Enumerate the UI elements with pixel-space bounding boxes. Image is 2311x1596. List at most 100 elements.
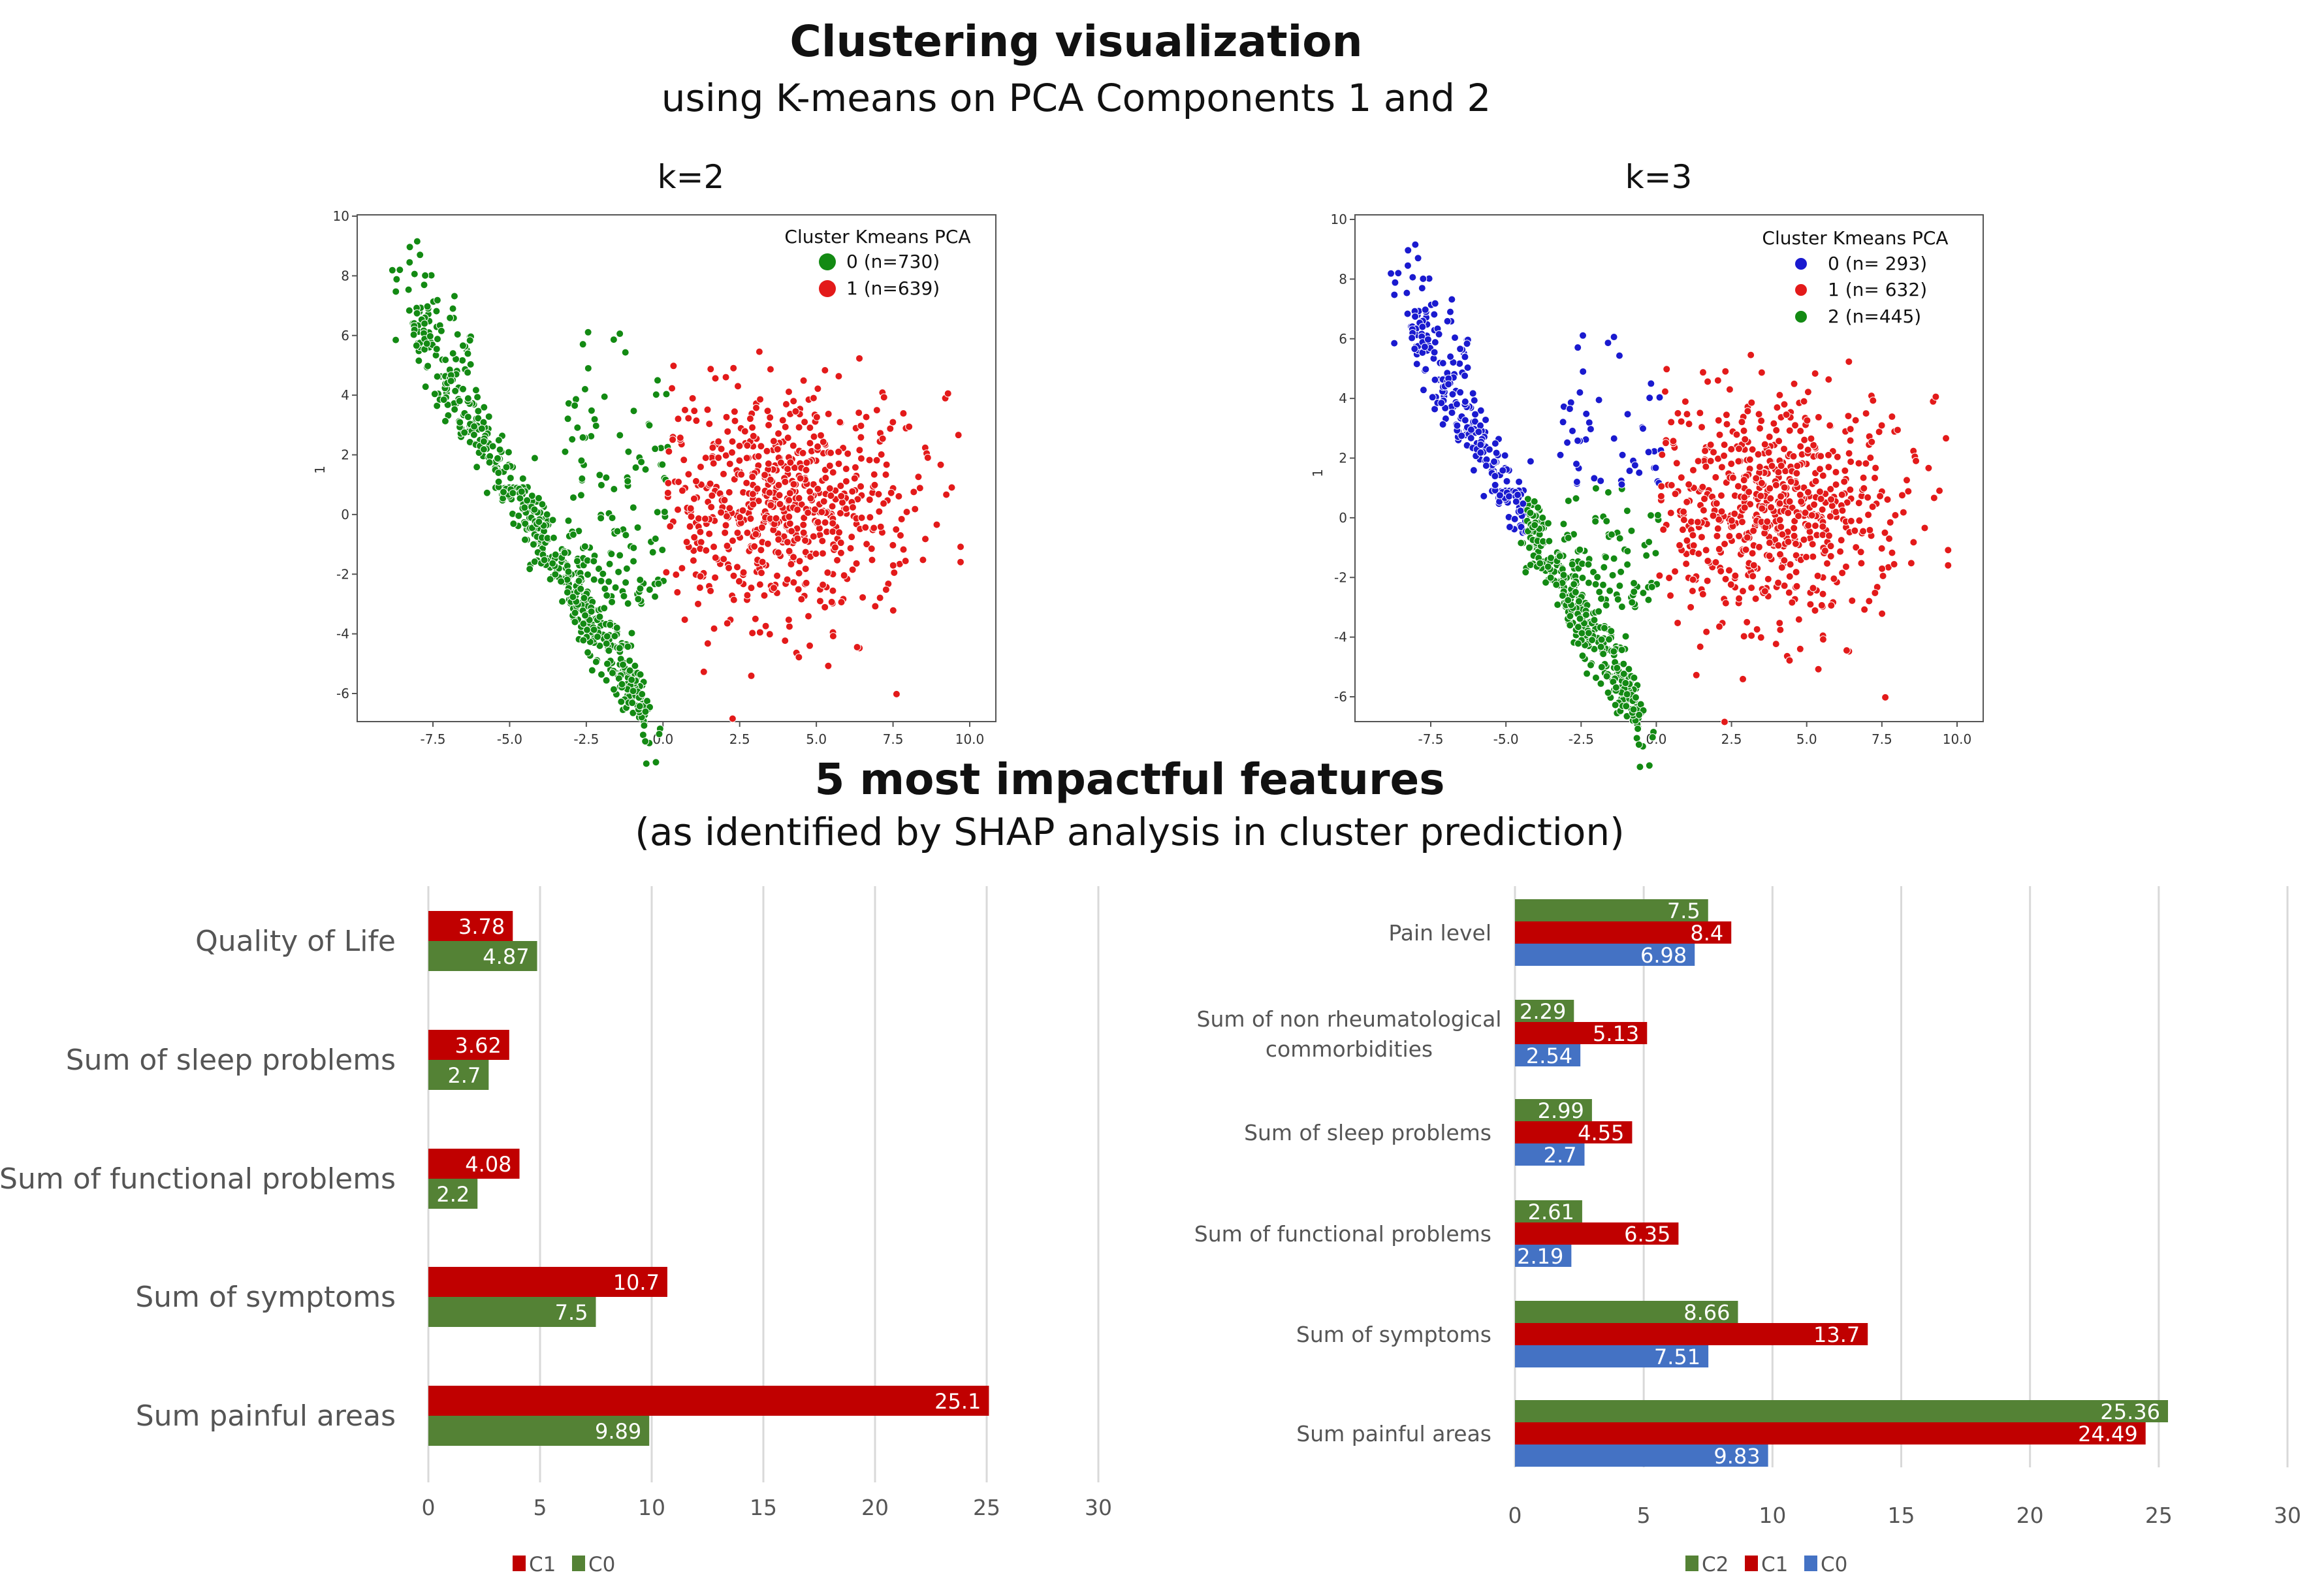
- data-point-cluster-1: [1748, 445, 1757, 454]
- data-point-cluster-1: [1855, 459, 1863, 468]
- data-point-cluster-1: [1800, 535, 1808, 544]
- data-point-cluster-0: [1390, 339, 1399, 347]
- data-point-cluster-0: [1422, 365, 1430, 374]
- legend-label: C2: [1702, 1553, 1729, 1576]
- data-point-cluster-0: [480, 403, 488, 411]
- data-point-cluster-2: [1621, 632, 1630, 641]
- legend-label: C0: [588, 1553, 615, 1576]
- data-point-cluster-0: [1461, 353, 1469, 361]
- data-point-cluster-1: [1936, 487, 1944, 495]
- data-point-cluster-2: [1591, 484, 1600, 492]
- data-point-cluster-1: [739, 506, 747, 515]
- data-point-cluster-1: [892, 525, 900, 534]
- data-point-cluster-0: [1572, 460, 1581, 468]
- data-point-cluster-1: [757, 546, 765, 554]
- data-point-cluster-1: [703, 406, 712, 414]
- data-point-cluster-2: [1564, 596, 1572, 605]
- data-point-cluster-0: [602, 639, 611, 648]
- data-point-cluster-1: [837, 539, 845, 547]
- data-point-cluster-1: [752, 530, 760, 539]
- data-point-cluster-0: [1476, 406, 1485, 415]
- data-point-cluster-1: [799, 449, 807, 457]
- data-point-cluster-1: [1790, 379, 1798, 388]
- data-point-cluster-1: [1784, 509, 1793, 517]
- data-point-cluster-1: [1683, 410, 1691, 419]
- data-point-cluster-1: [735, 456, 744, 465]
- data-point-cluster-1: [1811, 369, 1819, 377]
- data-point-cluster-0: [1574, 343, 1582, 352]
- data-point-cluster-1: [1725, 566, 1733, 575]
- data-point-cluster-0: [1470, 396, 1478, 405]
- data-point-cluster-0: [1435, 330, 1443, 338]
- data-point-cluster-1: [1730, 509, 1739, 518]
- data-point-cluster-1: [747, 584, 756, 592]
- data-point-cluster-0: [458, 342, 467, 350]
- x-tick-label: 7.5: [1872, 731, 1892, 747]
- data-point-cluster-1: [809, 394, 818, 402]
- data-point-cluster-2: [1623, 560, 1632, 569]
- data-point-cluster-1: [1747, 351, 1755, 359]
- data-point-cluster-0: [1516, 507, 1525, 515]
- data-point-cluster-1: [694, 599, 703, 608]
- data-point-cluster-1: [751, 614, 759, 623]
- data-point-cluster-0: [626, 656, 634, 665]
- data-point-cluster-2: [1586, 661, 1595, 669]
- data-point-cluster-1: [1671, 490, 1680, 498]
- data-point-cluster-1: [757, 442, 765, 451]
- data-point-cluster-0: [421, 271, 430, 279]
- data-point-cluster-1: [857, 422, 865, 430]
- data-point-cluster-2: [1593, 573, 1602, 581]
- data-point-cluster-1: [795, 494, 803, 502]
- data-point-cluster-1: [1826, 485, 1835, 494]
- data-point-cluster-1: [1704, 557, 1712, 566]
- bar-value-label: 13.7: [1813, 1322, 1860, 1347]
- data-point-cluster-0: [404, 285, 413, 294]
- data-point-cluster-0: [619, 660, 628, 669]
- data-point-cluster-1: [781, 637, 789, 645]
- data-point-cluster-1: [1825, 375, 1833, 384]
- data-point-cluster-1: [1672, 459, 1681, 468]
- data-point-cluster-0: [456, 418, 464, 426]
- data-point-cluster-1: [773, 571, 782, 580]
- data-point-cluster-1: [725, 504, 734, 513]
- data-point-cluster-1: [840, 571, 848, 580]
- data-point-cluster-0: [494, 436, 503, 445]
- data-point-cluster-0: [458, 356, 467, 364]
- data-point-cluster-2: [1578, 573, 1587, 582]
- data-point-cluster-1: [889, 541, 897, 549]
- data-point-cluster-1: [781, 423, 789, 431]
- data-point-cluster-0: [613, 527, 622, 535]
- data-point-cluster-1: [774, 481, 783, 489]
- data-point-cluster-0: [641, 465, 650, 473]
- data-point-cluster-1: [851, 463, 859, 471]
- data-point-cluster-2: [1610, 554, 1618, 563]
- y-tick-label: 10: [333, 208, 349, 224]
- data-point-cluster-2: [1631, 693, 1640, 701]
- data-point-cluster-2: [1552, 581, 1561, 589]
- data-point-cluster-0: [421, 383, 430, 391]
- data-point-cluster-1: [1815, 487, 1824, 496]
- data-point-cluster-0: [633, 523, 642, 532]
- data-point-cluster-1: [1846, 485, 1855, 494]
- data-point-cluster-2: [1559, 520, 1568, 528]
- data-point-cluster-1: [831, 543, 839, 552]
- data-point-cluster-1: [728, 438, 737, 446]
- data-point-cluster-1: [669, 362, 678, 370]
- data-point-cluster-1: [1681, 397, 1689, 406]
- data-point-cluster-2: [1597, 643, 1605, 651]
- data-point-cluster-1: [735, 513, 744, 522]
- data-point-cluster-1: [673, 588, 682, 597]
- data-point-cluster-1: [766, 413, 774, 422]
- legend-label: 0 (n= 293): [1828, 253, 1927, 274]
- data-point-cluster-1: [784, 465, 792, 473]
- data-point-cluster-1: [821, 366, 829, 374]
- data-point-cluster-1: [859, 593, 867, 601]
- data-point-cluster-0: [423, 302, 432, 311]
- data-point-cluster-0: [410, 270, 419, 278]
- data-point-cluster-1: [662, 568, 671, 577]
- data-point-cluster-0: [563, 588, 571, 597]
- bar-c1: [1515, 1022, 1648, 1044]
- data-point-cluster-1: [1848, 596, 1857, 605]
- data-point-cluster-0: [597, 514, 605, 522]
- y-tick-label: 0: [341, 507, 349, 522]
